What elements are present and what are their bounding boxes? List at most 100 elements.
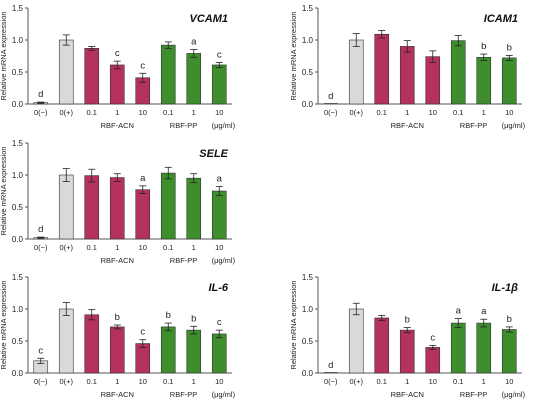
category-label: 0(+) (59, 108, 73, 117)
category-label: 0.1 (377, 377, 387, 386)
category-label: 0(+) (349, 108, 363, 117)
category-label: 0.1 (453, 108, 463, 117)
category-label: 10 (215, 108, 223, 117)
y-tick-label: 1.0 (302, 305, 314, 314)
bar-6 (476, 322, 492, 374)
chart-panel-2: 0.0 0.5 1.0 1.5 Relative mRNA expression SELE… (0, 139, 236, 265)
chart-title: IL-6 (208, 282, 228, 294)
category-label: 0.1 (453, 377, 463, 386)
category-label: 1 (405, 377, 409, 386)
bar-3 (109, 177, 125, 240)
y-tick-label: 1.0 (12, 36, 24, 45)
significance-letter: a (217, 174, 223, 185)
bar-0 (323, 103, 338, 104)
category-label: 1 (482, 377, 486, 386)
y-tick-label: 0.0 (12, 369, 24, 378)
y-tick-label: 0.5 (302, 337, 314, 346)
y-tick-label: 0.0 (302, 369, 314, 378)
group-label-pp: RBF-PP (170, 390, 198, 399)
category-label: 1 (115, 108, 119, 117)
category-label: 1 (192, 377, 196, 386)
bar-1 (58, 39, 74, 105)
category-label: 0.1 (163, 243, 173, 252)
category-label: 1 (192, 243, 196, 252)
bar-4 (425, 56, 441, 105)
category-label: 10 (429, 377, 437, 386)
category-label: 0(+) (349, 377, 363, 386)
bar-5 (450, 40, 466, 105)
significance-letter: b (191, 313, 196, 324)
chart-title: ICAM1 (484, 13, 518, 25)
bar-3 (109, 64, 125, 105)
significance-letter: d (38, 224, 43, 235)
chart-title: IL-1β (492, 282, 519, 294)
bar-3 (399, 329, 415, 374)
category-label: 0.1 (87, 377, 97, 386)
category-label: 10 (215, 377, 223, 386)
category-label: 1 (115, 243, 119, 252)
unit-label: (μg/ml) (212, 256, 236, 265)
significance-letter: c (115, 48, 120, 59)
group-label-acn: RBF-ACN (391, 390, 424, 399)
significance-letter: a (140, 173, 146, 184)
group-label-acn: RBF-ACN (101, 256, 134, 265)
category-label: 1 (405, 108, 409, 117)
category-label: 0.1 (377, 108, 387, 117)
bar-7 (501, 57, 517, 105)
significance-letter: d (328, 360, 333, 371)
significance-letter: c (217, 49, 222, 60)
bar-1 (58, 174, 74, 240)
category-label: 10 (505, 377, 513, 386)
y-tick-label: 0.0 (12, 235, 24, 244)
significance-letter: b (405, 315, 410, 326)
group-label-pp: RBF-PP (170, 121, 198, 130)
y-tick-label: 1.0 (302, 36, 314, 45)
significance-letter: c (38, 345, 43, 356)
significance-letter: a (456, 306, 462, 317)
significance-letter: a (481, 306, 487, 317)
category-label: 0(+) (59, 377, 73, 386)
group-label-acn: RBF-ACN (101, 390, 134, 399)
bar-1 (348, 308, 364, 374)
y-tick-label: 1.0 (12, 171, 24, 180)
y-tick-label: 1.5 (12, 273, 24, 282)
bar-5 (160, 326, 176, 374)
group-label-pp: RBF-PP (460, 121, 488, 130)
bar-6 (186, 177, 202, 240)
y-tick-label: 0.0 (302, 100, 314, 109)
chart-title: SELE (199, 148, 228, 160)
y-axis-title: Relative mRNA expression (0, 280, 8, 369)
category-label: 10 (505, 108, 513, 117)
category-label: 10 (429, 108, 437, 117)
bar-2 (84, 175, 100, 240)
y-axis-title: Relative mRNA expression (289, 280, 298, 369)
category-label: 0(−) (34, 108, 48, 117)
unit-label: (μg/ml) (212, 390, 236, 399)
bar-7 (211, 190, 227, 240)
y-tick-label: 1.5 (302, 4, 314, 13)
category-label: 0.1 (163, 108, 173, 117)
bar-4 (425, 347, 441, 374)
significance-letter: a (191, 37, 197, 48)
bar-5 (160, 44, 176, 105)
y-axis-title: Relative mRNA expression (0, 146, 8, 235)
bar-2 (374, 33, 390, 105)
y-tick-label: 1.0 (12, 305, 24, 314)
y-axis-title: Relative mRNA expression (0, 11, 8, 100)
y-axis-title: Relative mRNA expression (289, 11, 298, 100)
y-tick-label: 0.0 (12, 100, 24, 109)
category-label: 0(−) (324, 377, 338, 386)
category-label: 10 (215, 243, 223, 252)
chart-panel-4: 0.0 0.5 1.0 1.5 Relative mRNA expression IL-1… (289, 273, 526, 399)
bar-7 (211, 333, 227, 374)
y-tick-label: 0.5 (12, 337, 24, 346)
bar-7 (211, 64, 227, 105)
bar-3 (109, 326, 125, 374)
bar-4 (135, 343, 151, 374)
significance-letter: c (430, 332, 435, 343)
y-tick-label: 0.5 (12, 68, 24, 77)
category-label: 1 (482, 108, 486, 117)
bar-5 (160, 172, 176, 240)
y-tick-label: 0.5 (12, 203, 24, 212)
